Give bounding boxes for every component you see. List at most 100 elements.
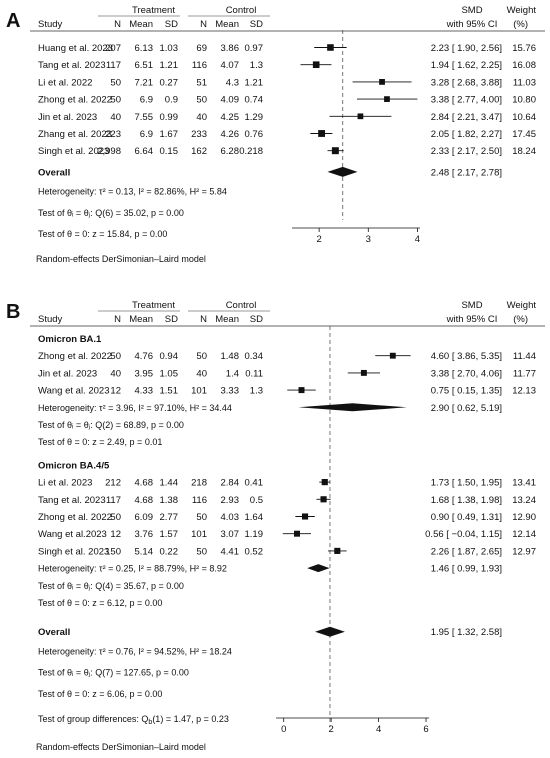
x-tick-label: 3 [366,234,371,245]
treatment-n: 223 [105,129,121,140]
control-sd: 1.19 [245,529,264,540]
study-ci-text: 3.28 [ 2.68, 3.88] [431,77,502,88]
study-weight: 12.97 [512,546,536,557]
control-mean: 4.3 [226,77,239,88]
treatment-mean: 3.95 [135,368,154,379]
treatment-mean: 7.21 [135,77,154,88]
study-name: Zhong et al. 2022 [38,351,112,362]
x-tick-label: 6 [423,724,428,735]
control-sd: 1.3 [250,60,263,71]
control-header: Control [226,300,257,311]
study-name: Li et al. 2022 [38,77,92,88]
control-sd: 0.74 [245,95,264,106]
study-name: Wang et al. 2023 [38,386,109,397]
subgroup-q-test: Test of θᵢ = θⱼ: Q(4) = 35.67, p = 0.00 [38,581,184,591]
control-sd-header: SD [250,314,263,325]
treatment-n: 117 [106,60,121,71]
subgroup-ci-text: 2.90 [ 0.62, 5.19] [431,403,502,414]
control-mean: 1.4 [226,368,239,379]
treatment-n-header: N [114,19,121,30]
overall-diamond [327,166,358,177]
treatment-sd: 1.03 [160,43,179,54]
control-n: 101 [191,529,207,540]
overall-label: Overall [38,627,70,638]
study-name: Huang et al. 2023 [38,43,113,54]
treatment-sd: 0.15 [160,146,179,157]
treatment-sd: 1.44 [160,478,179,489]
control-n: 51 [196,77,207,88]
treatment-mean: 7.55 [135,112,154,123]
study-ci-text: 4.60 [ 3.86, 5.35] [431,351,502,362]
treatment-sd: 1.67 [160,129,179,140]
study-name: Singh et al. 2023 [38,546,109,557]
control-mean: 4.25 [221,112,240,123]
control-sd: 1.64 [245,512,264,523]
study-weight: 11.44 [513,351,536,362]
treatment-header: Treatment [132,300,175,311]
study-point-square [318,130,326,137]
study-weight: 13.41 [512,478,536,489]
panel-letter: B [6,301,20,323]
study-weight: 10.80 [512,95,536,106]
treatment-n: 2,998 [97,146,121,157]
study-ci-text: 1.94 [ 1.62, 2.25] [431,60,502,71]
study-point-square [379,79,385,85]
x-tick-label: 0 [281,724,286,735]
study-ci-text: 3.38 [ 2.77, 4.00] [431,95,502,106]
study-point-square [302,513,309,520]
control-mean: 3.33 [221,386,240,397]
treatment-mean: 6.64 [135,146,154,157]
study-name: Singh et al. 2023 [38,146,109,157]
study-weight: 11.03 [513,77,536,88]
study-ci-text: 2.84 [ 2.21, 3.47] [431,112,502,123]
treatment-sd: 1.05 [160,368,179,379]
overall-stat: Heterogeneity: τ² = 0.13, I² = 82.86%, H… [38,187,227,197]
treatment-mean: 5.14 [135,546,154,557]
treatment-mean: 4.68 [135,478,154,489]
study-ci-text: 2.23 [ 1.90, 2.56] [431,43,502,54]
treatment-sd: 0.9 [165,95,178,106]
study-name: Jin et al. 2023 [38,112,97,123]
study-ci-text: 2.33 [ 2.17, 2.50] [431,146,502,157]
control-mean: 4.41 [221,546,240,557]
control-sd: 0.5 [250,495,263,506]
control-header: Control [226,5,257,16]
study-ci-text: 0.90 [ 0.49, 1.31] [431,512,502,523]
control-n-header: N [200,19,207,30]
treatment-sd: 0.99 [160,112,179,123]
treatment-n: 50 [110,77,121,88]
study-name: Tang et al. 2023 [38,495,106,506]
study-ci-text: 1.68 [ 1.38, 1.98] [431,495,502,506]
model-footnote: Random-effects DerSimonian–Laird model [36,254,206,264]
study-weight: 11.77 [513,368,536,379]
effect-ci-header: with 95% CI [446,314,498,325]
treatment-n: 150 [105,546,121,557]
study-header: Study [38,19,63,30]
treatment-sd: 1.51 [160,386,179,397]
control-mean: 4.26 [221,129,240,140]
study-point-square [298,387,305,394]
control-n: 218 [191,478,207,489]
control-n-header: N [200,314,207,325]
control-mean: 4.09 [221,95,240,106]
study-point-square [331,147,339,155]
control-mean: 6.28 [221,146,240,157]
control-sd: 0.218 [239,146,263,157]
overall-label: Overall [38,167,70,178]
subgroup-diamond [307,564,330,573]
study-name: Zhang et al. 2023 [38,129,112,140]
control-n: 40 [196,112,207,123]
treatment-sd: 1.21 [160,60,179,71]
study-point-square [320,496,327,503]
control-n: 101 [191,386,207,397]
control-sd-header: SD [250,19,263,30]
treatment-mean-header: Mean [129,314,153,325]
control-mean-header: Mean [215,19,239,30]
study-weight: 15.76 [512,43,536,54]
treatment-sd: 0.22 [160,546,179,557]
model-footnote: Random-effects DerSimonian–Laird model [36,742,206,752]
study-weight: 18.24 [512,146,536,157]
study-name: Zhong et al. 2022 [38,512,112,523]
study-ci-text: 1.73 [ 1.50, 1.95] [431,478,502,489]
